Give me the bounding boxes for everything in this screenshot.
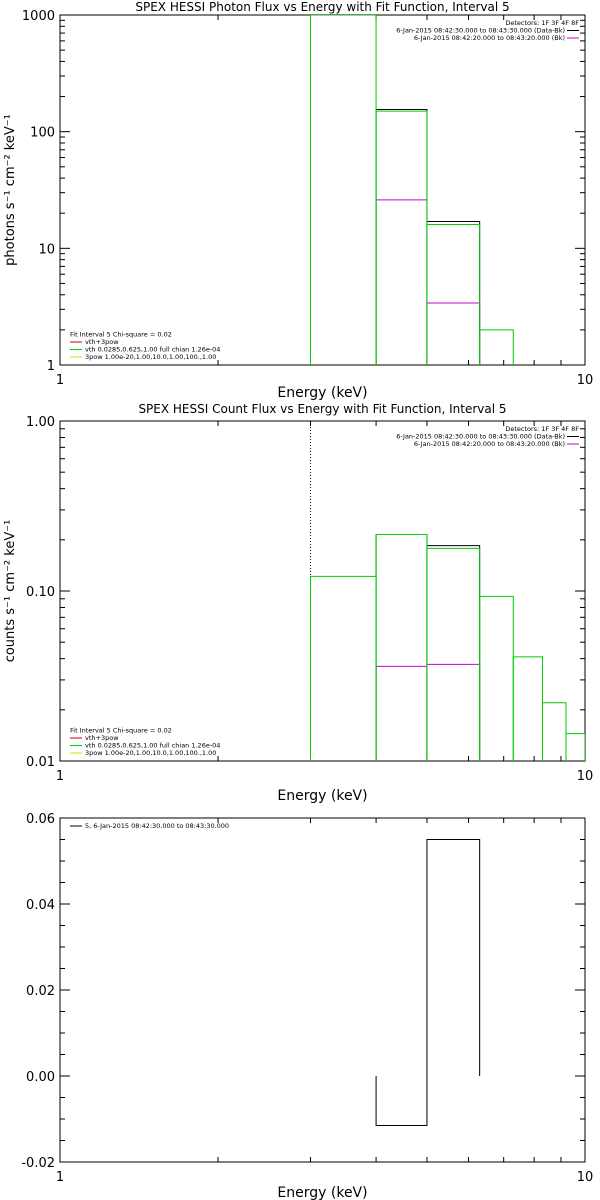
legend-entry: 6-Jan-2015 08:42:30.000 to 08:43:30.000 … (396, 433, 565, 441)
legend-entry: 3pow 1.00e-20,1.00,10.0,1.00,100.,1.00 (85, 749, 216, 757)
legend-entry: 6-Jan-2015 08:42:20.000 to 08:43:20.000 … (414, 34, 565, 42)
legend-entry: vth 0.0285,0.625,1.00 full chian 1.26e-0… (85, 346, 220, 354)
legend-entry: Fit Interval 5 Chi-square = 0.02 (70, 331, 172, 339)
chart-panel-2: SPEX HESSI Count Flux vs Energy with Fit… (3, 402, 593, 804)
histogram-bin-series-3 (309, 575, 377, 761)
y-tick-label: 1000 (22, 9, 55, 24)
histogram-bin-series-3 (375, 110, 428, 365)
histogram-bin-series-1 (375, 533, 428, 761)
y-axis-label: photons s⁻¹ cm⁻² keV⁻¹ (3, 114, 18, 266)
histogram-bin-series-3 (565, 733, 585, 761)
histogram-bin-series-1 (375, 108, 428, 365)
x-tick-label: 1 (56, 769, 64, 784)
y-tick-label: 100 (30, 126, 55, 141)
legend-entry: vth 0.0285,0.625,1.00 full chian 1.26e-0… (85, 742, 220, 750)
chart-title: SPEX HESSI Photon Flux vs Energy with Fi… (135, 0, 509, 14)
histogram-bin-series-3 (542, 702, 567, 761)
histogram-bin-series-1 (426, 545, 481, 761)
legend-entry: vth+3pow (85, 734, 119, 742)
histogram-bin-series-3 (426, 224, 481, 365)
y-tick-label: 0.02 (26, 984, 55, 999)
legend-entry: 6-Jan-2015 08:42:30.000 to 08:43:30.000 … (396, 27, 565, 35)
histogram-bin-series-1 (426, 839, 481, 1076)
histogram-bin-series-2 (426, 663, 481, 761)
histogram-bin-series-2 (426, 302, 481, 365)
x-tick-label: 10 (577, 1170, 594, 1185)
x-axis-label: Energy (keV) (277, 788, 367, 804)
legend-entry: 3pow 1.00e-20,1.00,10.0,1.00,100.,1.00 (85, 353, 216, 361)
y-tick-label: 10 (38, 242, 55, 257)
y-tick-label: 0.10 (26, 585, 55, 600)
x-axis-label: Energy (keV) (277, 1185, 367, 1200)
y-tick-label: 1 (47, 359, 55, 374)
histogram-bin-series-3 (375, 533, 428, 761)
chart-title: SPEX HESSI Count Flux vs Energy with Fit… (138, 402, 506, 416)
legend-entry: 5, 6-Jan-2015 08:42:30.000 to 08:43:30.0… (85, 822, 229, 830)
plot-data (375, 839, 481, 1126)
x-tick-label: 10 (577, 769, 594, 784)
legend-entry: Detectors: 1F 3F 4F 8F (505, 19, 579, 27)
x-tick-label: 1 (56, 1170, 64, 1185)
legend-entry: Detectors: 1F 3F 4F 8F (505, 425, 579, 433)
y-tick-label: -0.02 (21, 1156, 55, 1171)
plot-data (309, 15, 514, 365)
histogram-bin-series-1 (375, 1076, 428, 1126)
legend-entry: Fit Interval 5 Chi-square = 0.02 (70, 727, 172, 735)
y-tick-label: 0.00 (26, 1070, 55, 1085)
y-tick-label: 1.00 (26, 415, 55, 430)
x-tick-label: 1 (56, 373, 64, 388)
y-tick-label: 0.06 (26, 812, 55, 827)
plot-frame (59, 14, 586, 366)
plot-frame (59, 420, 586, 762)
x-tick-label: 10 (577, 373, 594, 388)
legend-entry: 6-Jan-2015 08:42:20.000 to 08:43:20.000 … (414, 440, 565, 448)
histogram-bin-series-3 (309, 15, 377, 365)
chart-panel-1: SPEX HESSI Photon Flux vs Energy with Fi… (3, 0, 593, 401)
x-axis-label: Energy (keV) (277, 385, 367, 401)
legend-entry: vth+3pow (85, 338, 119, 346)
histogram-bin-series-2 (375, 665, 428, 761)
histogram-bin-series-3 (479, 329, 514, 365)
plot-data (309, 421, 585, 761)
y-tick-label: 0.01 (26, 755, 55, 770)
plot-frame (59, 817, 586, 1163)
histogram-bin-series-2 (375, 199, 428, 365)
y-tick-label: 0.04 (26, 898, 55, 913)
histogram-bin-series-3 (479, 595, 514, 761)
histogram-bin-series-3 (512, 656, 544, 761)
histogram-bin-series-1 (426, 220, 481, 365)
chart-panel-3: Energy (keV) 1 10 -0.02 0.00 0.02 0.04 0.06 5, 6… (21, 812, 593, 1200)
y-axis-label: counts s⁻¹ cm⁻² keV⁻¹ (3, 520, 18, 663)
histogram-bin-series-3 (426, 547, 481, 761)
